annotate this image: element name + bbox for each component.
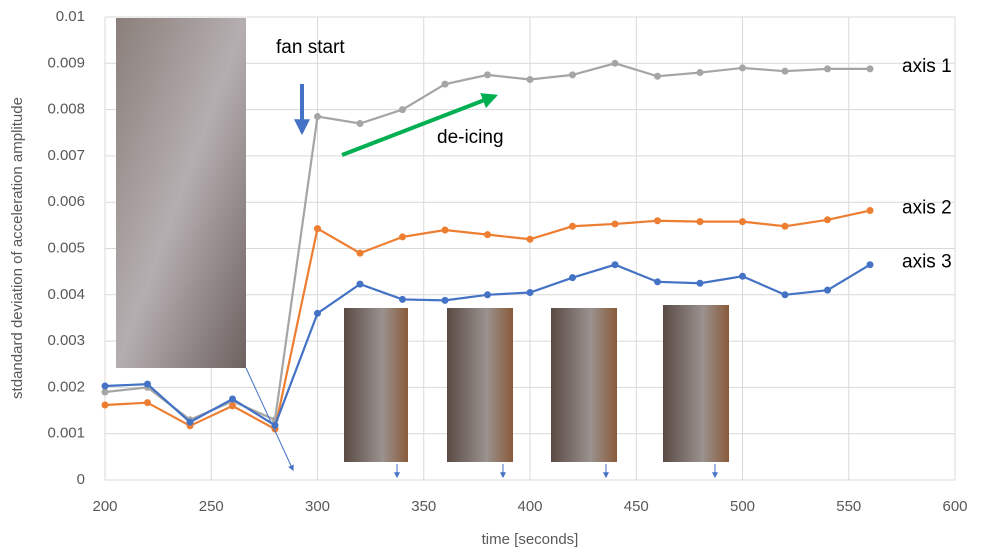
data-point xyxy=(569,274,576,281)
y-tick-label: 0.008 xyxy=(47,101,85,118)
x-tick-label: 250 xyxy=(199,498,224,515)
data-point xyxy=(442,297,449,304)
data-point xyxy=(569,223,576,230)
x-tick-label: 600 xyxy=(942,498,967,515)
x-tick-label: 400 xyxy=(517,498,542,515)
data-point xyxy=(697,218,704,225)
annotation: de-icing xyxy=(437,127,504,148)
data-point xyxy=(187,419,194,426)
photo xyxy=(116,18,246,368)
photo xyxy=(447,308,513,462)
data-point xyxy=(824,65,831,72)
data-point xyxy=(867,207,874,214)
data-point xyxy=(569,71,576,78)
x-tick-label: 550 xyxy=(836,498,861,515)
data-point xyxy=(654,73,661,80)
data-point xyxy=(484,291,491,298)
photo xyxy=(663,305,729,462)
y-tick-label: 0.001 xyxy=(47,425,85,442)
data-point xyxy=(612,261,619,268)
y-tick-label: 0.007 xyxy=(47,147,85,164)
data-point xyxy=(442,226,449,233)
data-point xyxy=(357,250,364,257)
y-tick-label: 0.005 xyxy=(47,239,85,256)
data-point xyxy=(357,120,364,127)
y-tick-label: 0.002 xyxy=(47,378,85,395)
series-label: axis 2 xyxy=(902,198,952,219)
series-label: axis 3 xyxy=(902,252,952,273)
x-axis-label: time [seconds] xyxy=(482,531,579,548)
data-point xyxy=(739,218,746,225)
photo xyxy=(551,308,617,462)
x-tick-label: 200 xyxy=(92,498,117,515)
series-label: axis 1 xyxy=(902,56,952,77)
data-point xyxy=(484,71,491,78)
data-point xyxy=(654,278,661,285)
x-tick-label: 350 xyxy=(411,498,436,515)
data-point xyxy=(527,289,534,296)
data-point xyxy=(782,223,789,230)
data-point xyxy=(612,220,619,227)
data-point xyxy=(399,233,406,240)
data-point xyxy=(144,381,151,388)
data-point xyxy=(102,389,109,396)
data-point xyxy=(399,296,406,303)
data-point xyxy=(102,401,109,408)
y-tick-label: 0.01 xyxy=(56,8,85,25)
data-point xyxy=(314,225,321,232)
y-tick-label: 0.004 xyxy=(47,286,85,303)
data-point xyxy=(824,287,831,294)
data-point xyxy=(782,68,789,75)
data-point xyxy=(357,281,364,288)
data-point xyxy=(654,217,661,224)
data-point xyxy=(739,64,746,71)
data-point xyxy=(144,399,151,406)
data-point xyxy=(697,69,704,76)
data-point xyxy=(229,402,236,409)
y-tick-label: 0 xyxy=(77,471,85,488)
data-point xyxy=(782,291,789,298)
y-tick-label: 0.009 xyxy=(47,54,85,71)
data-point xyxy=(314,310,321,317)
data-point xyxy=(484,231,491,238)
y-tick-label: 0.006 xyxy=(47,193,85,210)
data-point xyxy=(824,216,831,223)
photo xyxy=(344,308,408,462)
data-point xyxy=(527,236,534,243)
data-point xyxy=(867,261,874,268)
data-point xyxy=(527,76,534,83)
data-point xyxy=(102,383,109,390)
data-point xyxy=(229,395,236,402)
chart: 0 0.001 0.002 0.003 0.004 0.005 0.006 0.007 0.00… xyxy=(0,0,983,554)
data-point xyxy=(314,113,321,120)
data-point xyxy=(612,60,619,67)
data-point xyxy=(739,273,746,280)
x-tick-label: 500 xyxy=(730,498,755,515)
data-point xyxy=(867,65,874,72)
x-tick-label: 300 xyxy=(305,498,330,515)
photos xyxy=(116,18,729,477)
photo-pointer xyxy=(246,368,293,470)
data-point xyxy=(442,81,449,88)
x-tick-label: 450 xyxy=(624,498,649,515)
data-point xyxy=(399,106,406,113)
annotation: fan start xyxy=(276,37,345,58)
data-point xyxy=(697,280,704,287)
y-tick-label: 0.003 xyxy=(47,332,85,349)
y-axis-label: stdandard deviation of acceleration ampl… xyxy=(9,97,26,399)
